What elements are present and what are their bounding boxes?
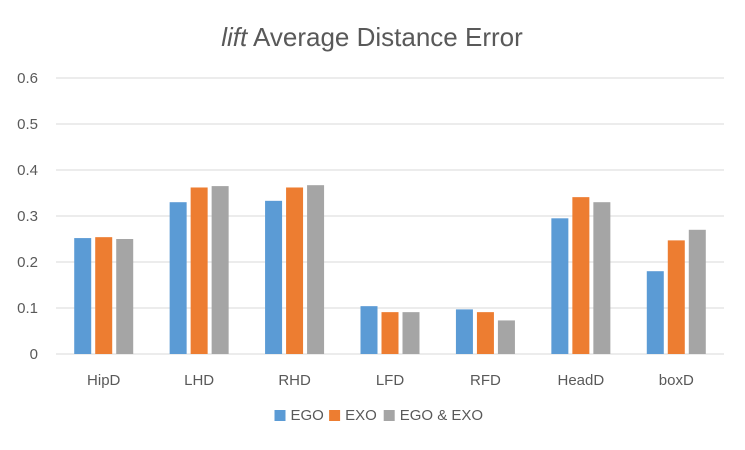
bar-lfd-ego bbox=[360, 306, 378, 354]
bar-hipd-exo bbox=[95, 237, 113, 354]
x-tick-label: boxD bbox=[659, 372, 694, 389]
bar-rfd-ego bbox=[455, 309, 473, 354]
bar-boxd-exo bbox=[667, 240, 685, 354]
bar-lfd-exo bbox=[381, 312, 399, 354]
chart-title: lift Average Distance Error bbox=[221, 22, 523, 52]
x-tick-label: HeadD bbox=[558, 372, 605, 389]
y-tick-label: 0.6 bbox=[17, 70, 38, 87]
y-tick-label: 0.4 bbox=[17, 162, 38, 179]
bar-lhd-ego bbox=[169, 202, 187, 354]
legend-swatch-ego-exo bbox=[383, 410, 395, 421]
x-axis-ticks: HipD LHD RHD LFD RFD HeadD boxD bbox=[87, 372, 694, 389]
bars bbox=[74, 185, 706, 354]
y-axis-ticks: 0 0.1 0.2 0.3 0.4 0.5 0.6 bbox=[17, 70, 38, 363]
bar-lhd-ego-exo bbox=[211, 186, 229, 354]
legend-swatch-exo bbox=[329, 410, 341, 421]
legend-label-ego: EGO bbox=[291, 407, 324, 424]
legend-label-ego-exo: EGO & EXO bbox=[400, 407, 483, 424]
bar-headd-exo bbox=[572, 197, 590, 354]
bar-rhd-ego bbox=[265, 200, 283, 354]
x-tick-label: RHD bbox=[278, 372, 311, 389]
y-tick-label: 0.3 bbox=[17, 208, 38, 225]
x-tick-label: HipD bbox=[87, 372, 121, 389]
legend-swatch-ego bbox=[274, 410, 286, 421]
bar-headd-ego-exo bbox=[593, 202, 611, 354]
bar-rhd-exo bbox=[286, 187, 304, 354]
bar-rfd-exo bbox=[476, 312, 494, 354]
bar-lhd-exo bbox=[190, 187, 208, 354]
chart-title-italic: lift bbox=[221, 22, 249, 52]
bar-rhd-ego-exo bbox=[307, 185, 325, 354]
bar-rfd-ego-exo bbox=[497, 320, 515, 354]
gridlines bbox=[56, 77, 724, 355]
bar-headd-ego bbox=[551, 218, 569, 354]
bar-boxd-ego-exo bbox=[688, 229, 706, 354]
legend-label-exo: EXO bbox=[345, 407, 377, 424]
x-tick-label: RFD bbox=[470, 372, 501, 389]
bar-hipd-ego bbox=[74, 238, 92, 354]
y-tick-label: 0.1 bbox=[17, 300, 38, 317]
bar-lfd-ego-exo bbox=[402, 312, 420, 354]
bar-hipd-ego-exo bbox=[116, 239, 134, 354]
chart-title-rest: Average Distance Error bbox=[247, 22, 523, 52]
bar-boxd-ego bbox=[646, 271, 664, 354]
x-tick-label: LHD bbox=[184, 372, 214, 389]
y-tick-label: 0.5 bbox=[17, 116, 38, 133]
legend: EGO EXO EGO & EXO bbox=[274, 407, 483, 424]
x-tick-label: LFD bbox=[376, 372, 405, 389]
y-tick-label: 0.2 bbox=[17, 254, 38, 271]
y-tick-label: 0 bbox=[30, 346, 38, 363]
